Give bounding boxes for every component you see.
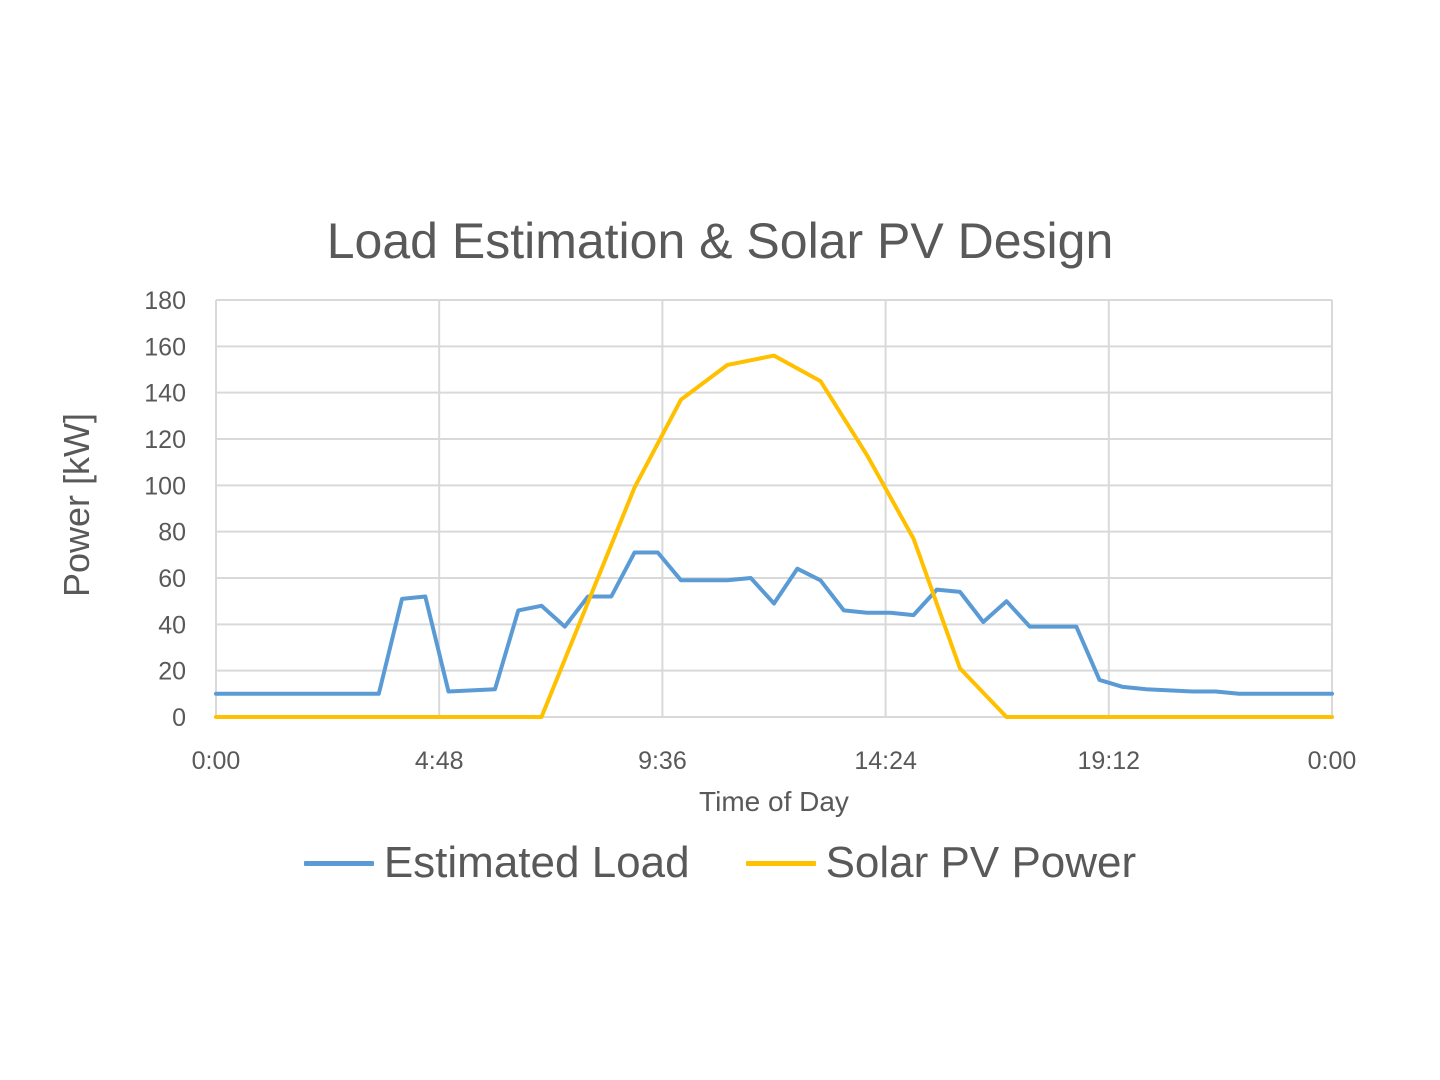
y-tick-label: 100 <box>144 472 186 500</box>
tick-layer: 0 20 40 60 80 100 120 140 160 180 0:00 4:48 9:36 14:2… <box>144 287 1356 775</box>
legend-label-solar-pv-power: Solar PV Power <box>825 838 1137 887</box>
y-tick-label: 120 <box>144 426 186 454</box>
legend-swatch-solar-pv-power <box>745 860 816 866</box>
x-axis-label: Time of Day <box>699 786 849 817</box>
legend-swatch-estimated-load <box>303 860 374 866</box>
x-tick-label: 0:00 <box>1308 747 1357 775</box>
x-tick-label: 0:00 <box>192 747 241 775</box>
x-tick-label: 19:12 <box>1078 747 1141 775</box>
y-tick-label: 0 <box>172 704 186 732</box>
y-tick-label: 20 <box>158 658 186 686</box>
x-tick-label: 4:48 <box>415 747 464 775</box>
y-tick-label: 80 <box>158 519 186 547</box>
legend-label-estimated-load: Estimated Load <box>383 838 690 887</box>
y-tick-label: 140 <box>144 380 186 408</box>
y-tick-label: 40 <box>158 611 186 639</box>
x-tick-label: 14:24 <box>854 747 917 775</box>
legend-item-solar-pv-power: Solar PV Power <box>745 838 1137 888</box>
y-tick-label: 160 <box>144 333 186 361</box>
y-tick-label: 180 <box>144 287 186 315</box>
series-layer <box>214 353 1334 719</box>
series-line-estimated-load <box>214 550 1334 696</box>
series-line-solar-pv-power <box>214 353 1334 719</box>
grid-layer <box>215 299 1333 718</box>
legend-item-estimated-load: Estimated Load <box>303 838 690 888</box>
y-tick-label: 60 <box>158 565 186 593</box>
legend: Estimated Load Solar PV Power <box>0 838 1440 888</box>
x-tick-label: 9:36 <box>638 747 687 775</box>
chart-title: Load Estimation & Solar PV Design <box>326 213 1114 269</box>
